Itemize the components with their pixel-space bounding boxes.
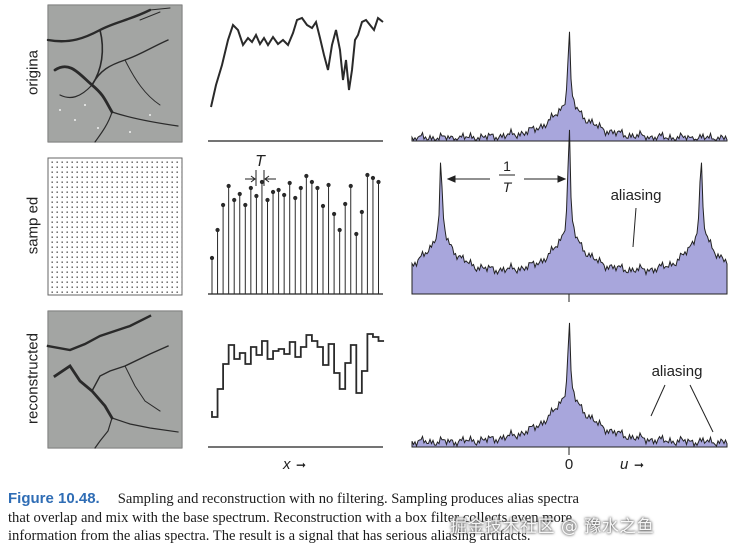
sampled-spectrum-plot: 1 T aliasing [411,129,728,302]
period-fraction-denominator: T [503,179,513,195]
reconstructed-signal-plot: x ➞ [208,333,385,473]
row-label-original: origina [24,49,42,96]
row-label-reconstructed: reconstructed [24,333,42,424]
period-fraction-numerator: 1 [503,158,511,174]
caption-line-2: that overlap and mix with the base spect… [8,509,573,526]
crack-pattern [46,7,179,143]
original-image-panel [46,4,183,143]
aliasing-label-reconstructed: aliasing [652,363,703,380]
reconstructed-image-panel [46,310,183,449]
caption-line-1: Figure 10.48. Sampling and reconstruction… [8,490,579,507]
period-marker [245,170,276,186]
u-axis-label: u [620,456,629,473]
period-label: T [255,153,266,170]
figure-caption: Figure 10.48. Sampling and reconstruction… [8,490,753,546]
zero-tick-label: 0 [565,456,573,473]
x-axis-arrow: ➞ [296,458,306,472]
x-axis-label: x [282,456,291,473]
reconstructed-spectrum-plot: aliasing 0 u ➞ [411,322,728,473]
sampled-signal-plot: T [208,153,383,295]
aliasing-label-sampled: aliasing [611,187,662,204]
caption-figure-number: Figure 10.48. [8,490,100,507]
sampled-image-panel [47,157,183,296]
period-span-marker [446,175,567,183]
row-label-sampled: samp ed [24,196,42,255]
original-signal-plot [208,16,384,142]
u-axis-arrow: ➞ [634,458,644,472]
caption-line-3: information from the alias spectra. The … [8,528,531,544]
watermark: 掘金技术社区 @ 豫水之鱼 [450,517,655,537]
